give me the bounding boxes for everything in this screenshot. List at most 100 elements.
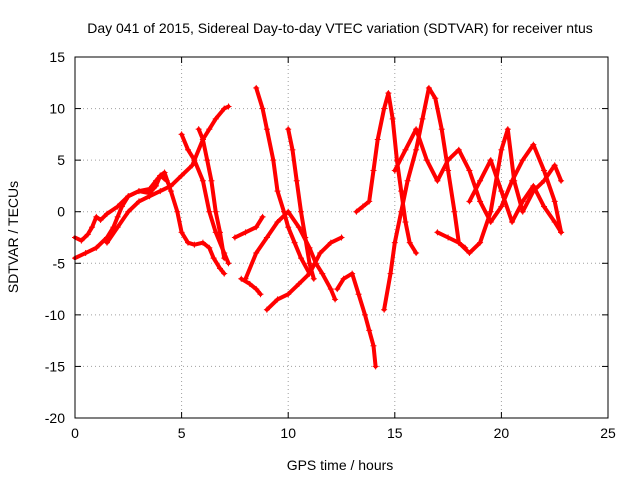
data-point xyxy=(135,188,142,195)
data-point xyxy=(445,157,452,164)
data-point xyxy=(167,188,174,195)
x-tick-label: 15 xyxy=(387,425,403,441)
data-point xyxy=(413,146,420,153)
series-line xyxy=(254,85,312,276)
data-point xyxy=(118,203,125,210)
data-point xyxy=(178,229,185,236)
y-tick-label: -5 xyxy=(53,255,66,271)
data-point xyxy=(204,157,211,164)
data-point xyxy=(263,306,270,313)
data-point xyxy=(274,296,281,303)
series-line xyxy=(264,235,344,312)
data-point xyxy=(558,229,565,236)
data-point xyxy=(157,172,164,179)
data-point xyxy=(84,231,91,238)
data-point xyxy=(366,327,373,334)
data-point xyxy=(208,177,215,184)
data-point xyxy=(327,286,334,293)
data-point xyxy=(253,224,260,231)
data-point xyxy=(374,136,381,143)
data-point xyxy=(541,203,548,210)
data-point xyxy=(504,126,511,133)
data-point xyxy=(174,208,181,215)
y-tick-label: -15 xyxy=(45,358,65,374)
data-point xyxy=(212,115,219,122)
data-point xyxy=(381,306,388,313)
data-point xyxy=(184,239,191,246)
data-point xyxy=(114,224,121,231)
data-point xyxy=(242,229,249,236)
y-tick-label: 0 xyxy=(57,204,65,220)
data-point xyxy=(519,208,526,215)
data-point xyxy=(263,234,270,241)
data-point xyxy=(253,249,260,256)
data-point xyxy=(498,188,505,195)
data-point xyxy=(466,198,473,205)
data-point xyxy=(178,131,185,138)
x-tick-label: 20 xyxy=(494,425,510,441)
data-point xyxy=(306,260,313,267)
data-point xyxy=(370,342,377,349)
series-trace-o xyxy=(391,126,565,236)
series-trace-l xyxy=(334,270,379,370)
data-point xyxy=(477,239,484,246)
y-tick-label: 5 xyxy=(57,152,65,168)
data-point xyxy=(78,237,85,244)
data-point xyxy=(184,146,191,153)
data-point xyxy=(259,105,266,112)
x-tick-label: 25 xyxy=(600,425,616,441)
data-point xyxy=(225,103,232,110)
series-line xyxy=(435,127,564,255)
axis-ticks: 0 5 10 15 20 25 -20 -15 -10 -5 0 5 10 15 xyxy=(45,49,616,441)
data-point xyxy=(97,216,104,223)
data-point xyxy=(391,167,398,174)
data-point xyxy=(509,219,516,226)
data-point xyxy=(317,249,324,256)
series-trace-m xyxy=(353,90,420,256)
data-point xyxy=(445,234,452,241)
data-point xyxy=(404,177,411,184)
data-point xyxy=(285,224,292,231)
data-point xyxy=(551,162,558,169)
data-series xyxy=(72,84,565,370)
x-tick-label: 10 xyxy=(280,425,296,441)
data-point xyxy=(338,234,345,241)
y-axis-title: SDTVAR / TECUs xyxy=(5,181,21,293)
data-point xyxy=(334,286,341,293)
data-point xyxy=(238,275,245,282)
data-point xyxy=(425,84,432,91)
data-point xyxy=(413,249,420,256)
data-point xyxy=(402,219,409,226)
series-line xyxy=(335,271,378,369)
data-point xyxy=(413,126,420,133)
data-point xyxy=(295,224,302,231)
data-point xyxy=(438,126,445,133)
x-tick-label: 0 xyxy=(71,425,79,441)
series-trace-e xyxy=(195,126,228,262)
data-point xyxy=(530,182,537,189)
series-trace-j xyxy=(263,234,345,313)
data-point xyxy=(402,146,409,153)
y-tick-label: 15 xyxy=(49,49,65,65)
data-point xyxy=(297,255,304,262)
data-point xyxy=(257,291,264,298)
data-point xyxy=(387,270,394,277)
data-point xyxy=(558,177,565,184)
data-point xyxy=(103,210,110,217)
data-point xyxy=(551,198,558,205)
data-point xyxy=(199,239,206,246)
data-point xyxy=(366,198,373,205)
data-point xyxy=(455,146,462,153)
data-point xyxy=(210,255,217,262)
series-line xyxy=(73,173,169,243)
data-point xyxy=(419,115,426,122)
data-point xyxy=(370,167,377,174)
data-point xyxy=(246,280,253,287)
data-point xyxy=(195,126,202,133)
series-line xyxy=(196,127,227,261)
data-point xyxy=(89,224,96,231)
data-point xyxy=(274,219,281,226)
data-point xyxy=(216,265,223,272)
series-trace-p xyxy=(434,126,565,256)
data-point xyxy=(353,208,360,215)
